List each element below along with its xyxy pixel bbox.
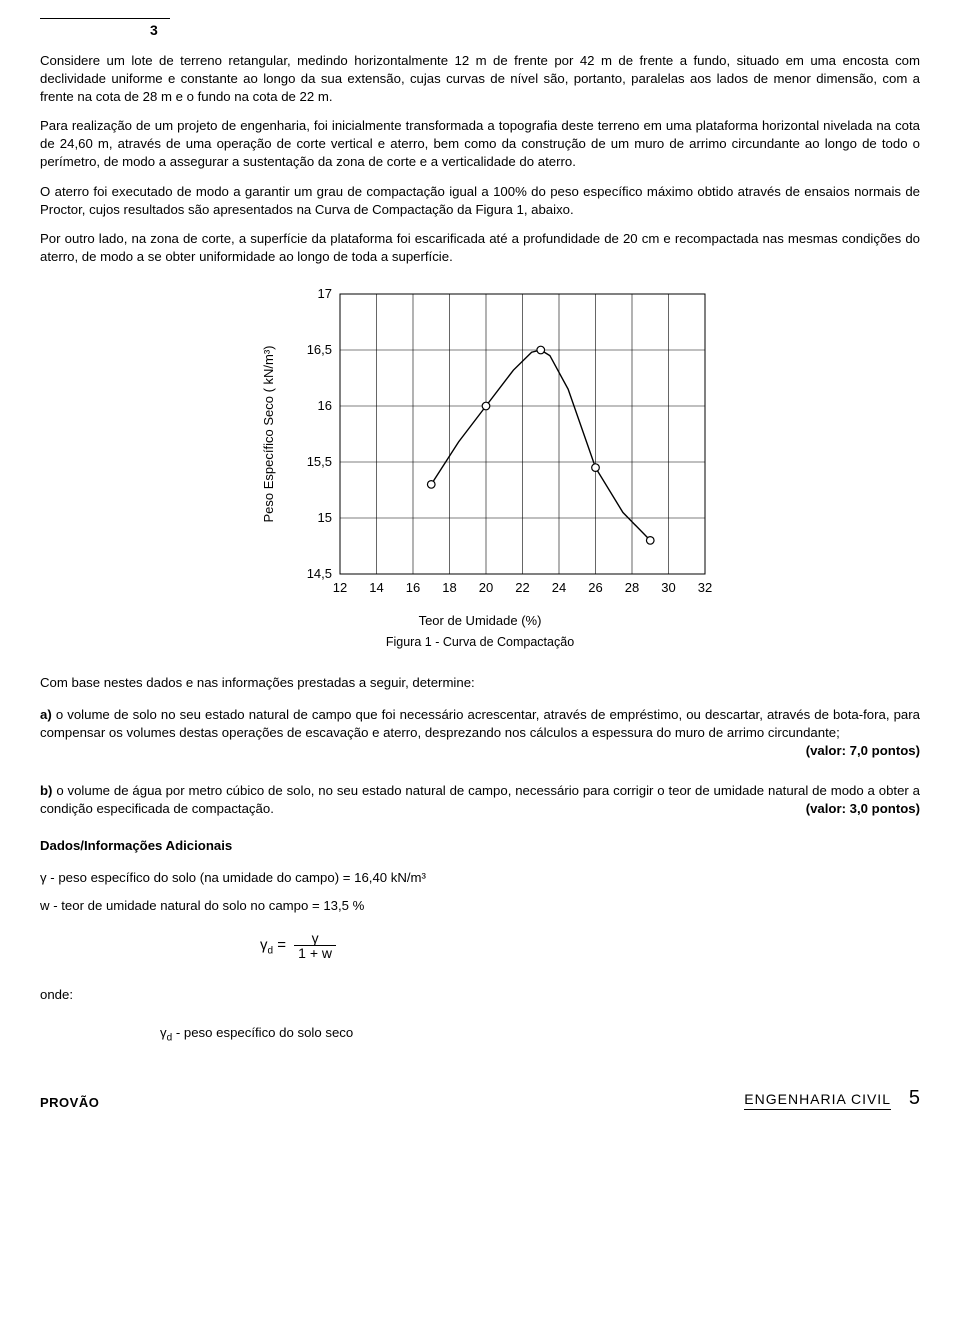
svg-text:17: 17: [318, 286, 332, 301]
question-number: 3: [150, 21, 920, 40]
dados-heading: Dados/Informações Adicionais: [40, 837, 920, 855]
gamma-line: γ - peso específico do solo (na umidade …: [40, 869, 920, 887]
svg-text:32: 32: [698, 580, 712, 595]
svg-text:16: 16: [406, 580, 420, 595]
svg-text:15,5: 15,5: [307, 454, 332, 469]
item-a: a) o volume de solo no seu estado natura…: [40, 706, 920, 759]
proctor-chart: 12 14 16 18 20 22 24 26 28 30 32 17 16,5 16 15,5 15 14,5…: [245, 284, 715, 604]
svg-text:12: 12: [333, 580, 347, 595]
item-a-text: o volume de solo no seu estado natural d…: [40, 707, 920, 740]
item-a-label: a): [40, 707, 52, 722]
w-line: w - teor de umidade natural do solo no c…: [40, 897, 920, 915]
paragraph-2: Para realização de um projeto de engenha…: [40, 117, 920, 170]
svg-text:15: 15: [318, 510, 332, 525]
svg-text:14,5: 14,5: [307, 566, 332, 581]
svg-text:26: 26: [588, 580, 602, 595]
item-b-text: o volume de água por metro cúbico de sol…: [40, 783, 920, 816]
svg-text:20: 20: [479, 580, 493, 595]
page-footer: PROVÃO ENGENHARIA CIVIL 5: [40, 1085, 920, 1112]
item-b-score: (valor: 3,0 pontos): [806, 800, 920, 818]
svg-text:22: 22: [515, 580, 529, 595]
footer-subject: ENGENHARIA CIVIL: [744, 1091, 891, 1110]
question-bar: [40, 18, 170, 19]
item-b: b) o volume de água por metro cúbico de …: [40, 782, 920, 818]
item-b-label: b): [40, 783, 52, 798]
chart-container: 12 14 16 18 20 22 24 26 28 30 32 17 16,5 16 15,5 15 14,5…: [40, 284, 920, 604]
svg-text:18: 18: [442, 580, 456, 595]
gamma-d-desc: γd - peso específico do solo seco: [160, 1024, 920, 1045]
formula-den: 1 + w: [294, 946, 336, 960]
svg-text:14: 14: [369, 580, 383, 595]
paragraph-4: Por outro lado, na zona de corte, a supe…: [40, 230, 920, 266]
svg-text:28: 28: [625, 580, 639, 595]
paragraph-1: Considere um lote de terreno retangular,…: [40, 52, 920, 105]
formula-lhs: γ: [260, 936, 268, 953]
footer-page: 5: [909, 1087, 920, 1109]
lead-in: Com base nestes dados e nas informações …: [40, 674, 920, 692]
svg-text:24: 24: [552, 580, 566, 595]
formula-eq: =: [273, 936, 290, 953]
svg-text:30: 30: [661, 580, 675, 595]
item-a-score: (valor: 7,0 pontos): [40, 742, 920, 760]
chart-caption: Figura 1 - Curva de Compactação: [40, 634, 920, 651]
onde-label: onde:: [40, 986, 920, 1004]
formula: γd = γ1 + w: [260, 931, 920, 960]
svg-text:16,5: 16,5: [307, 342, 332, 357]
svg-text:Peso Específico Seco ( kN/m³): Peso Específico Seco ( kN/m³): [261, 346, 276, 523]
formula-num: γ: [294, 931, 336, 946]
chart-xlabel: Teor de Umidade (%): [40, 612, 920, 630]
paragraph-3: O aterro foi executado de modo a garanti…: [40, 183, 920, 219]
svg-text:16: 16: [318, 398, 332, 413]
footer-logo: PROVÃO: [40, 1094, 99, 1112]
